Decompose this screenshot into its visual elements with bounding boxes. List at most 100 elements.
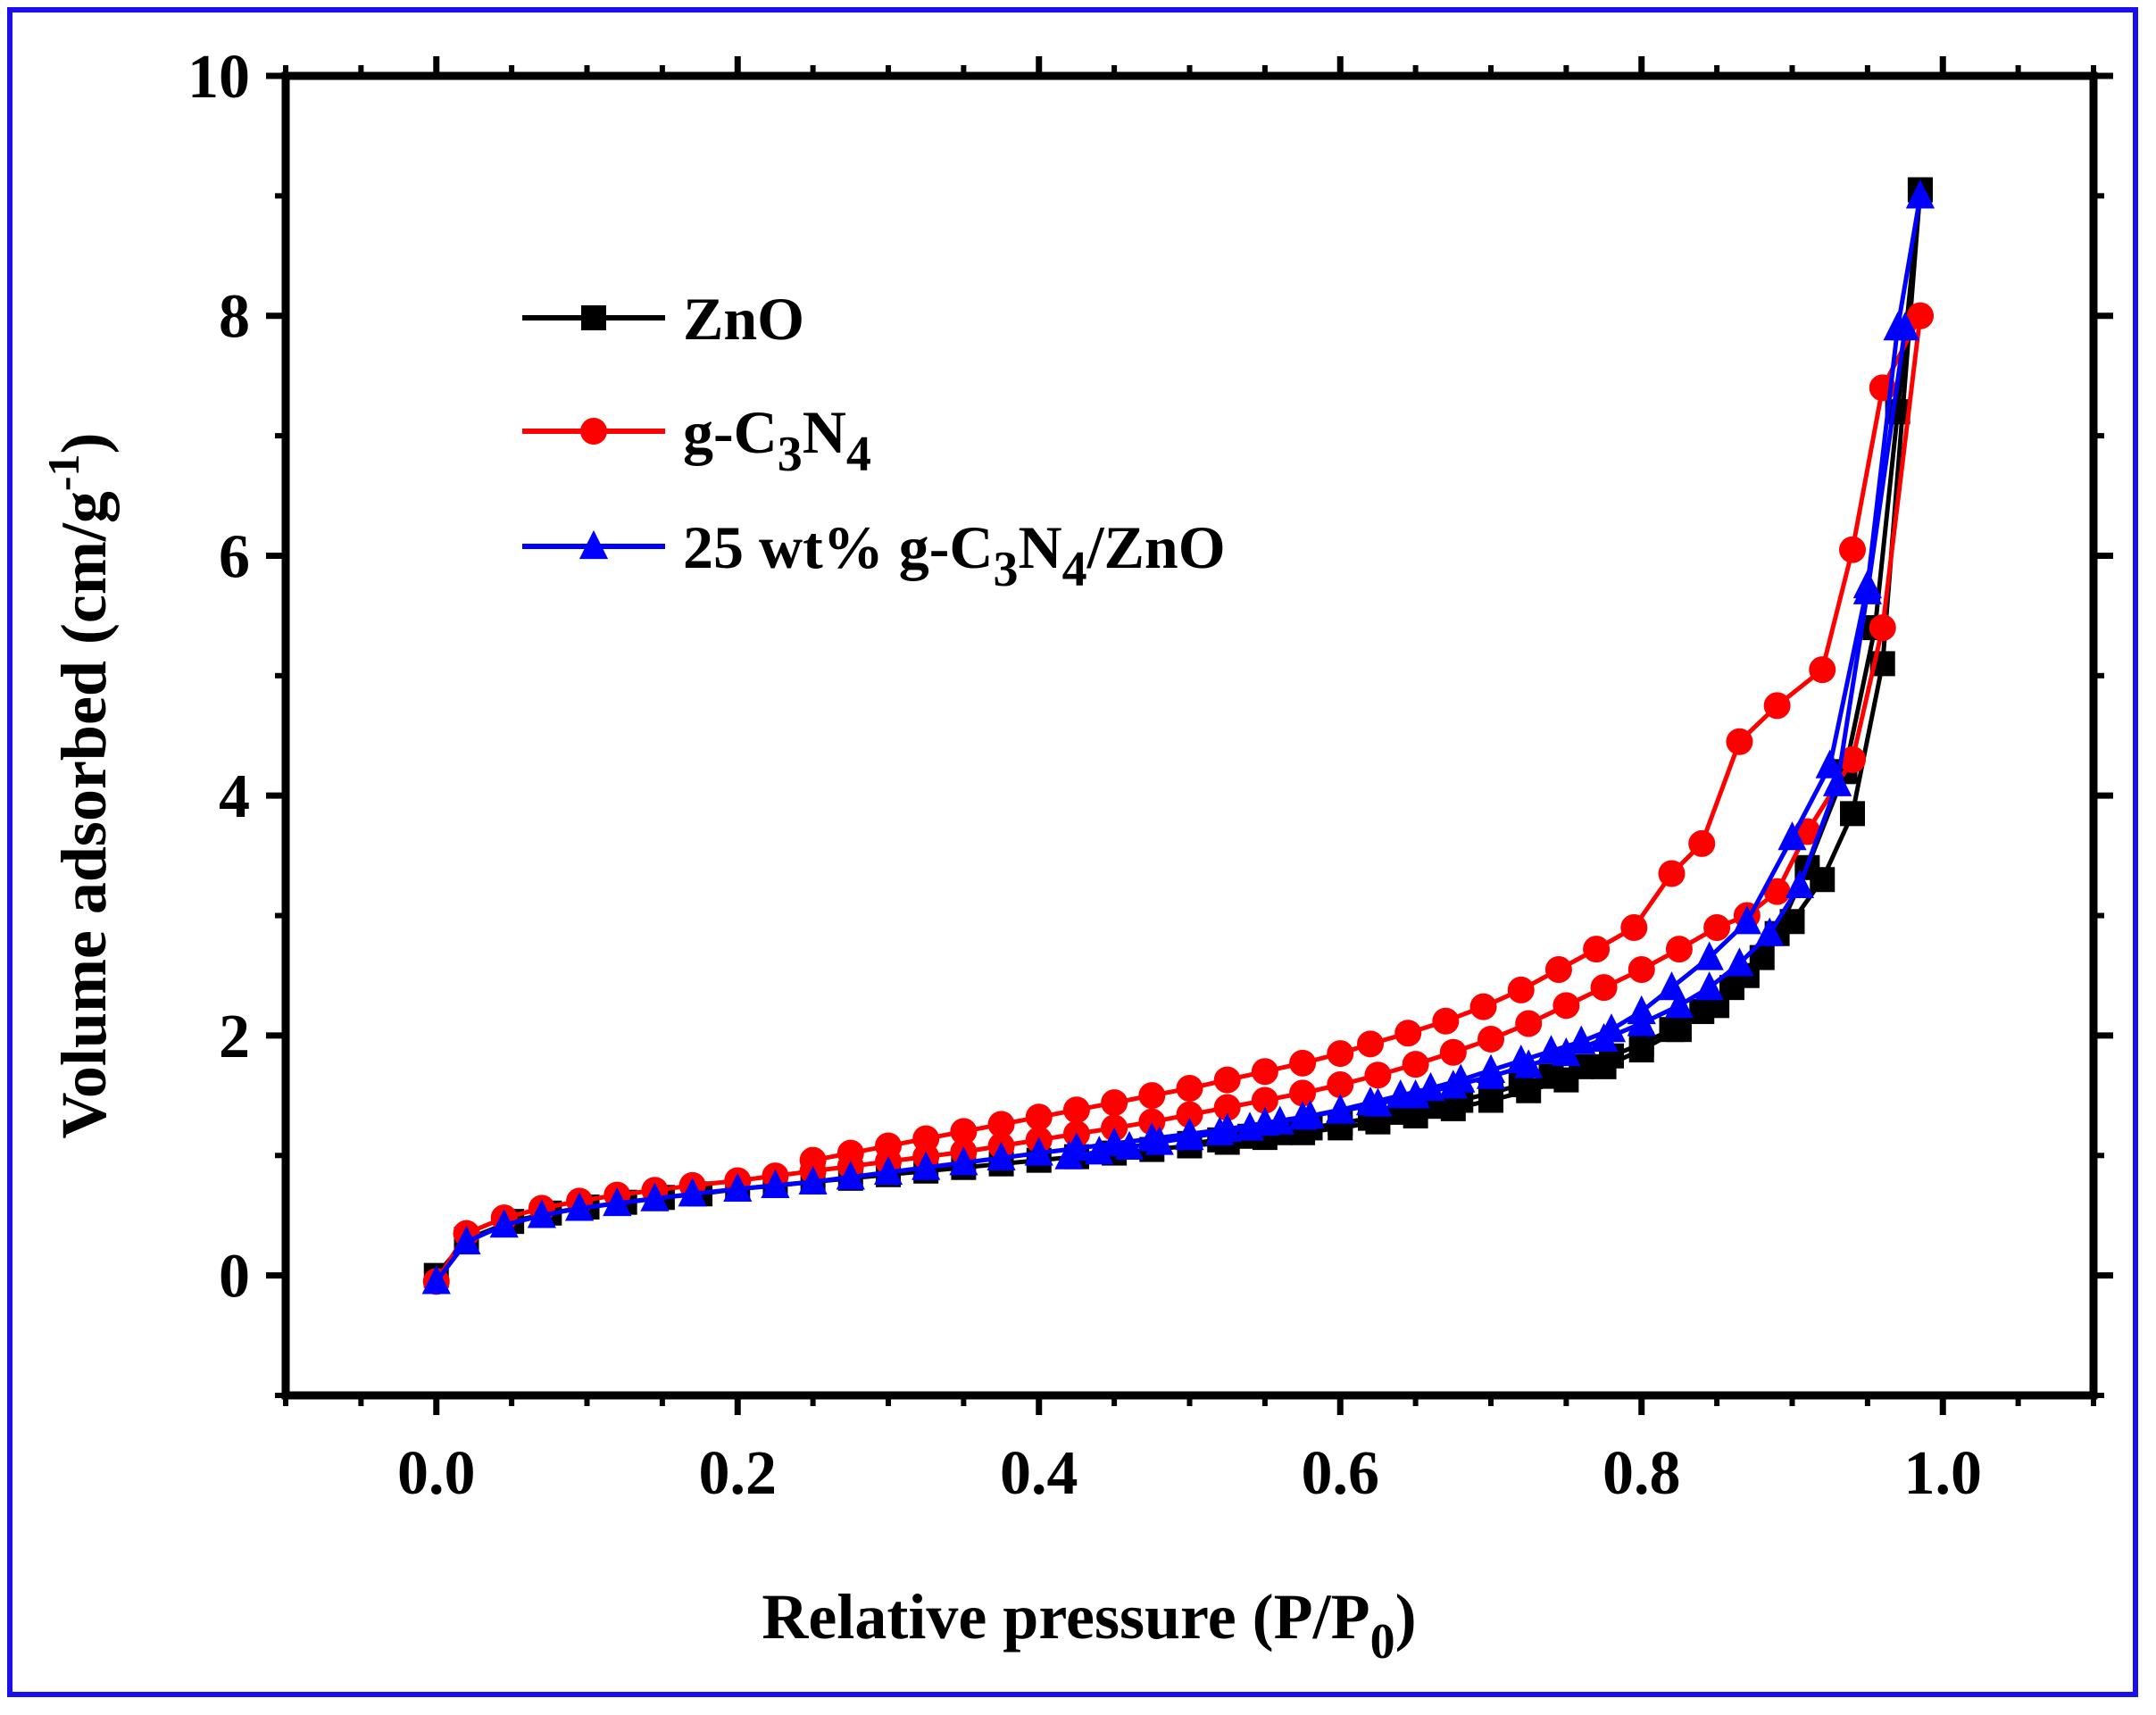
plot-frame — [281, 71, 2098, 1400]
data-point-adsorption — [761, 1169, 790, 1198]
data-point-adsorption — [1664, 989, 1694, 1019]
data-point-adsorption — [1552, 992, 1580, 1020]
legend-label-part: 3 — [994, 542, 1019, 597]
data-point-adsorption — [912, 1151, 941, 1180]
data-point-desorption — [1357, 1030, 1384, 1058]
legend-label-part: 4 — [1062, 542, 1087, 597]
data-point-adsorption — [1785, 869, 1815, 899]
data-point-desorption — [1659, 1017, 1685, 1043]
data-point-desorption — [1567, 1025, 1596, 1054]
legend-label: ZnO — [683, 285, 804, 353]
data-point-desorption — [1145, 1126, 1174, 1155]
y-tick-label: 4 — [219, 762, 250, 831]
data-point-desorption — [1507, 976, 1535, 1003]
data-point-adsorption — [1289, 1079, 1317, 1107]
data-point-desorption — [1101, 1089, 1128, 1117]
y-tick-label: 0 — [219, 1243, 250, 1311]
data-point-desorption — [1138, 1082, 1166, 1110]
data-point-adsorption — [723, 1172, 753, 1202]
series-layer — [421, 177, 1935, 1295]
data-point-desorption — [1688, 829, 1716, 857]
data-point-adsorption — [640, 1182, 670, 1211]
legend-marker — [580, 418, 607, 445]
data-point-desorption — [1627, 995, 1656, 1025]
data-point-adsorption — [678, 1178, 707, 1207]
data-point-adsorption — [564, 1192, 595, 1221]
data-point-desorption — [1355, 1086, 1386, 1116]
data-point-desorption — [1906, 302, 1934, 329]
data-point-desorption — [1295, 1099, 1325, 1129]
data-point-adsorption — [986, 1141, 1016, 1171]
data-point-adsorption — [421, 1265, 451, 1295]
data-point-adsorption — [1627, 956, 1655, 984]
data-point-desorption — [1583, 936, 1611, 963]
data-point-desorption — [1657, 971, 1686, 1001]
data-point-desorption — [1506, 1045, 1536, 1074]
legend-marker — [581, 305, 606, 330]
x-axis-label-main: Relative pressure (P/P — [762, 1581, 1369, 1653]
data-point-desorption — [1176, 1075, 1203, 1103]
data-point-desorption — [1732, 905, 1761, 935]
data-point-desorption — [1289, 1049, 1317, 1077]
data-point-adsorption — [1364, 1061, 1392, 1089]
data-point-desorption — [1085, 1136, 1114, 1165]
data-point-desorption — [1763, 692, 1791, 720]
data-point-desorption — [1213, 1066, 1241, 1094]
data-point-adsorption — [1478, 1025, 1504, 1053]
data-point-adsorption — [1694, 971, 1724, 1001]
series-2 — [421, 179, 1935, 1295]
data-point-desorption — [1054, 1140, 1084, 1170]
data-point-desorption — [950, 1118, 978, 1145]
data-point-adsorption — [1823, 767, 1852, 796]
data-point-desorption — [799, 1146, 827, 1174]
x-tick-label: 0.6 — [1302, 1439, 1380, 1508]
data-point-desorption — [1251, 1058, 1278, 1086]
y-axis-label-sup: -1 — [38, 454, 88, 491]
data-point-desorption — [1114, 1130, 1145, 1160]
x-axis-label: Relative pressure (P/P0) — [762, 1581, 1416, 1669]
data-point-adsorption — [1176, 1101, 1203, 1128]
legend-label-part: g-C — [683, 398, 778, 466]
x-tick-label: 1.0 — [1904, 1439, 1983, 1508]
data-point-adsorption — [1590, 974, 1618, 1002]
data-point-adsorption — [798, 1165, 828, 1195]
data-point-desorption — [1905, 179, 1935, 209]
data-point-desorption — [1694, 941, 1724, 970]
legend-label-part: ZnO — [683, 285, 804, 353]
data-point-adsorption — [1755, 917, 1785, 946]
y-axis-label-close: ) — [48, 433, 120, 454]
data-point-desorption — [987, 1111, 1015, 1138]
data-point-desorption — [1538, 1063, 1564, 1089]
data-point-desorption — [1235, 1111, 1265, 1141]
data-point-desorption — [912, 1125, 940, 1153]
data-point-desorption — [1544, 956, 1572, 984]
x-axis-label-sub: 0 — [1370, 1614, 1395, 1669]
data-point-desorption — [1025, 1103, 1053, 1131]
data-point-desorption — [1469, 993, 1497, 1020]
data-point-desorption — [1839, 536, 1866, 563]
legend-label: 25 wt% g-C3N4/ZnO — [683, 513, 1226, 597]
x-tick-label: 0.2 — [699, 1439, 778, 1508]
y-tick-label: 6 — [219, 522, 250, 591]
y-axis-label: Volume adsorbed (cm/g-1) — [38, 433, 120, 1139]
legend-label-part: 3 — [778, 427, 803, 482]
legend-label-part: N — [803, 398, 846, 466]
data-point-desorption — [1062, 1096, 1090, 1124]
data-point-adsorption — [452, 1225, 481, 1255]
data-point-adsorption — [1327, 1070, 1354, 1098]
data-point-adsorption — [1402, 1051, 1429, 1078]
data-point-desorption — [1386, 1078, 1415, 1109]
legend-label-part: N — [1019, 513, 1062, 581]
data-point-adsorption — [949, 1146, 978, 1176]
legend-label-part: 4 — [846, 427, 871, 482]
y-tick-label: 10 — [187, 43, 250, 112]
data-point-adsorption — [1251, 1086, 1278, 1114]
data-point-adsorption — [527, 1199, 556, 1228]
legend-label-part: 25 wt% g-C — [683, 513, 994, 581]
y-tick-label: 2 — [219, 1003, 250, 1071]
data-point-adsorption — [1703, 913, 1731, 941]
y-tick-label: 8 — [219, 283, 250, 352]
data-point-desorption — [1175, 1121, 1204, 1151]
